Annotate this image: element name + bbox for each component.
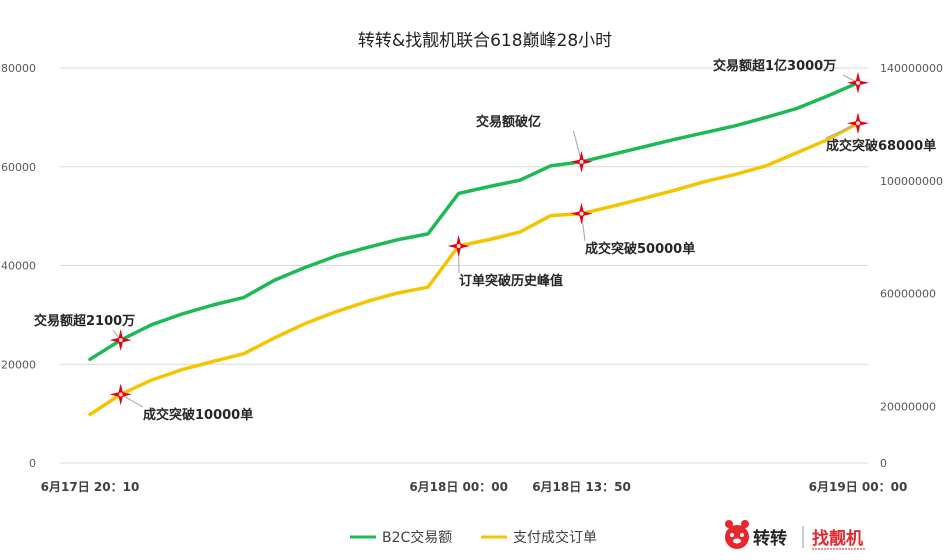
legend-label-b2c: B2C交易额 <box>382 529 452 546</box>
y-left-tick-label: 0 <box>29 457 36 470</box>
x-tick-label: 6月17日 20：10 <box>41 480 140 494</box>
star-marker-center <box>856 121 860 126</box>
bear-mascot-icon <box>725 520 749 549</box>
y-right-tick-label: 60000000 <box>880 288 936 301</box>
series-line-0 <box>88 81 860 362</box>
y-left-tick-label: 40000 <box>1 260 36 273</box>
y-left-axis: 0 20000 40000 60000 80000 <box>1 62 36 470</box>
annotation-label: 交易额超1亿3000万 <box>713 58 836 74</box>
annotation-label: 订单突破历史峰值 <box>459 273 563 289</box>
y-right-tick-label: 20000000 <box>880 401 936 414</box>
star-marker-center <box>456 244 461 249</box>
star-marker-center <box>856 80 860 85</box>
star-marker-center <box>579 211 584 216</box>
x-tick-label: 6月18日 13：50 <box>532 480 631 494</box>
annotation-label: 成交突破68000单 <box>826 138 936 154</box>
logo-brand-zhaoliangji: 找靓机 <box>812 528 863 549</box>
y-right-axis: 0 20000000 60000000 100000000 140000000 <box>880 62 943 470</box>
legend: B2C交易额 支付成交订单 <box>350 529 597 546</box>
y-right-tick-label: 140000000 <box>880 62 943 75</box>
annotation-label: 交易额超2100万 <box>34 313 135 329</box>
y-left-tick-label: 60000 <box>1 161 36 174</box>
star-marker-center <box>118 338 123 343</box>
series-lines <box>88 81 860 417</box>
y-right-tick-label: 100000000 <box>880 175 943 188</box>
annotation-leader <box>825 122 859 139</box>
legend-label-orders: 支付成交订单 <box>513 529 597 546</box>
star-marker-center <box>118 392 123 397</box>
annotation-leader <box>120 394 144 408</box>
y-left-tick-label: 80000 <box>1 62 36 75</box>
grid <box>60 67 868 464</box>
series-line-1 <box>88 121 860 417</box>
annotation-label: 成交突破10000单 <box>143 407 253 423</box>
annotation-label: 交易额破亿 <box>476 114 541 130</box>
x-tick-label: 6月18日 00：00 <box>409 480 508 494</box>
logo: 转转 找靓机 <box>725 520 866 550</box>
x-tick-label: 6月19日 00：00 <box>809 480 908 494</box>
chart-title: 转转&找靓机联合618巅峰28小时 <box>358 31 612 51</box>
star-marker-center <box>579 159 584 164</box>
y-right-tick-label: 0 <box>880 457 887 470</box>
x-axis: 6月17日 20：10 6月18日 00：00 6月18日 13：50 6月19日 0… <box>41 480 908 494</box>
logo-brand-zhuanzhuan: 转转 <box>753 528 787 549</box>
annotation-label: 成交突破50000单 <box>585 241 695 257</box>
y-left-tick-label: 20000 <box>1 358 36 371</box>
